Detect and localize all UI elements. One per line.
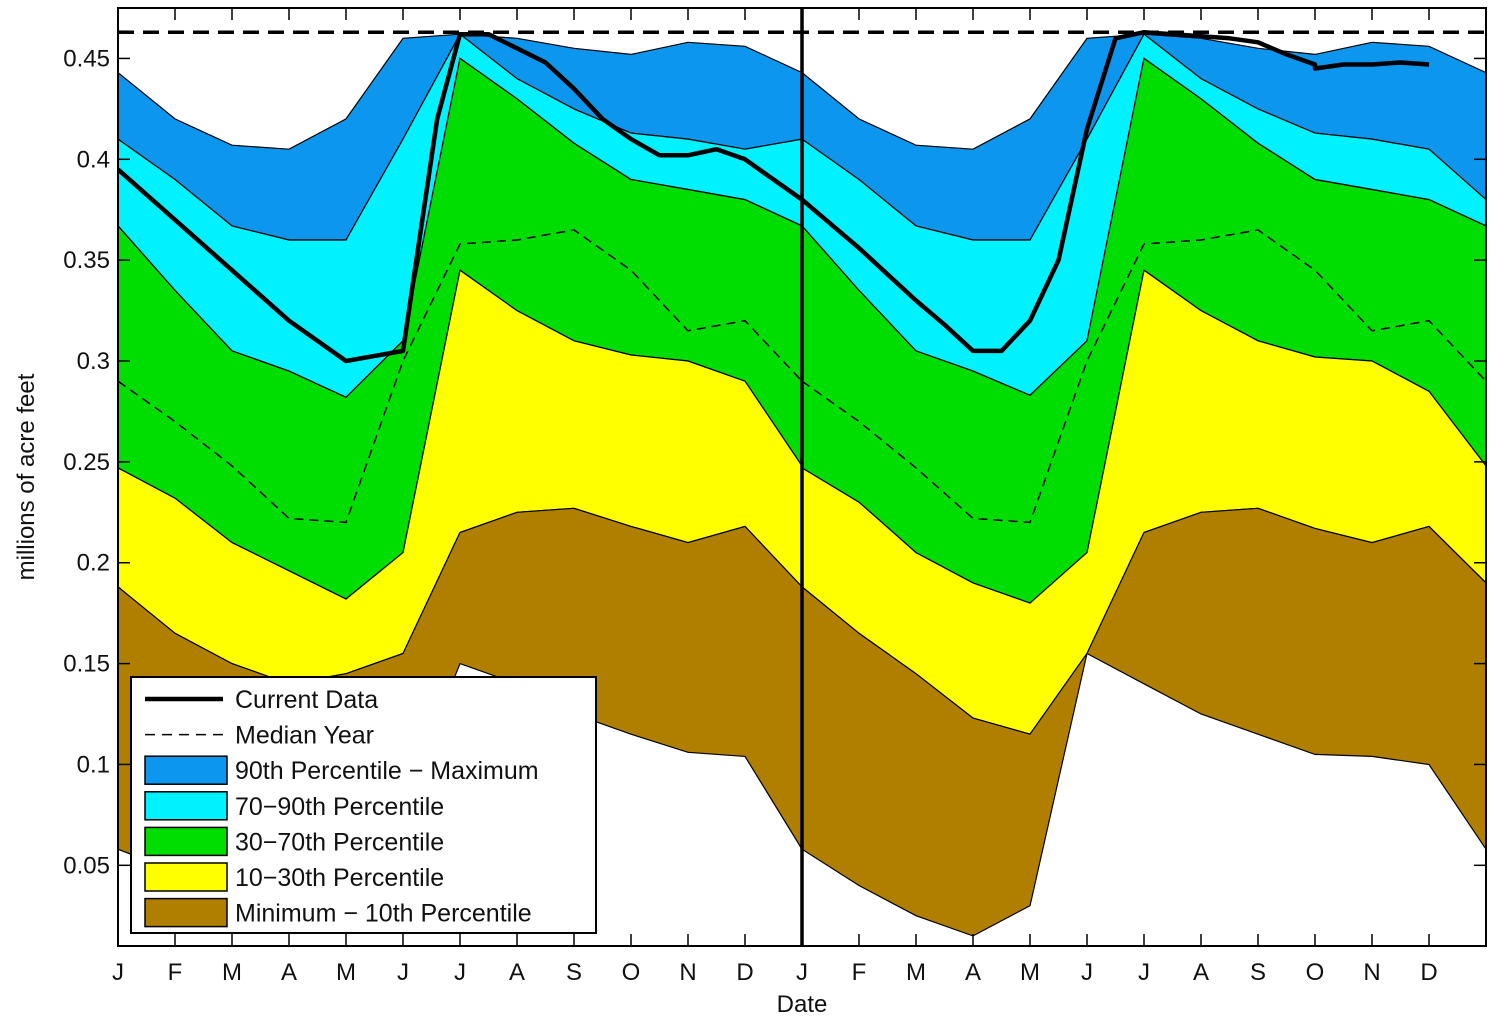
- x-tick-label: A: [509, 959, 525, 986]
- x-tick-label: J: [1081, 959, 1093, 986]
- legend-swatch-band: [144, 862, 228, 892]
- x-tick-label: A: [1193, 959, 1209, 986]
- band-min-10-year2: [801, 507, 1486, 937]
- x-tick-label: N: [1363, 959, 1380, 986]
- x-tick-label: F: [168, 959, 183, 986]
- x-tick-label: J: [112, 959, 124, 986]
- legend-swatch-band: [144, 755, 228, 785]
- legend-swatch-band: [144, 826, 228, 857]
- x-tick-label: D: [736, 959, 753, 986]
- y-tick-label: 0.3: [77, 348, 110, 375]
- x-tick-label: O: [622, 959, 641, 986]
- x-tick-label: M: [336, 959, 356, 986]
- x-tick-label: J: [1138, 959, 1150, 986]
- x-tick-label: S: [566, 959, 582, 986]
- x-tick-label: A: [281, 959, 297, 986]
- legend-entry-label: 10−30th Percentile: [235, 864, 444, 892]
- y-tick-label: 0.2: [77, 550, 110, 577]
- legend-swatch-band: [144, 791, 228, 821]
- y-tick-label: 0.35: [63, 247, 110, 274]
- y-axis-label: millions of acre feet: [13, 373, 40, 580]
- x-tick-label: M: [222, 959, 242, 986]
- median-line-year1: [118, 229, 803, 524]
- x-tick-label: J: [796, 959, 808, 986]
- legend-entry-label: 30−70th Percentile: [235, 828, 444, 856]
- x-tick-label: D: [1420, 959, 1437, 986]
- y-tick-label: 0.25: [63, 449, 110, 476]
- x-tick-label: O: [1306, 959, 1325, 986]
- legend-swatch-band: [144, 897, 228, 928]
- x-tick-label: A: [965, 959, 981, 986]
- x-tick-label: M: [1020, 959, 1040, 986]
- y-tick-label: 0.05: [63, 852, 110, 879]
- legend-entry-label: Current Data: [235, 686, 378, 714]
- x-axis-label: Date: [777, 991, 828, 1018]
- y-tick-label: 0.1: [77, 751, 110, 778]
- x-tick-label: N: [679, 959, 696, 986]
- x-tick-label: J: [397, 959, 409, 986]
- x-tick-label: S: [1250, 959, 1266, 986]
- x-tick-label: M: [906, 959, 926, 986]
- x-tick-label: F: [852, 959, 867, 986]
- legend-entry-label: Median Year: [235, 722, 374, 750]
- median-line-year2: [801, 229, 1486, 524]
- legend-entry-label: 90th Percentile − Maximum: [235, 757, 539, 785]
- legend-entry-label: 70−90th Percentile: [235, 793, 444, 821]
- y-tick-label: 0.15: [63, 651, 110, 678]
- x-tick-label: J: [454, 959, 466, 986]
- y-tick-label: 0.45: [63, 45, 110, 72]
- current-data-line: [118, 29, 1430, 364]
- legend-entry-label: Minimum − 10th Percentile: [235, 900, 532, 928]
- y-tick-label: 0.4: [77, 146, 110, 173]
